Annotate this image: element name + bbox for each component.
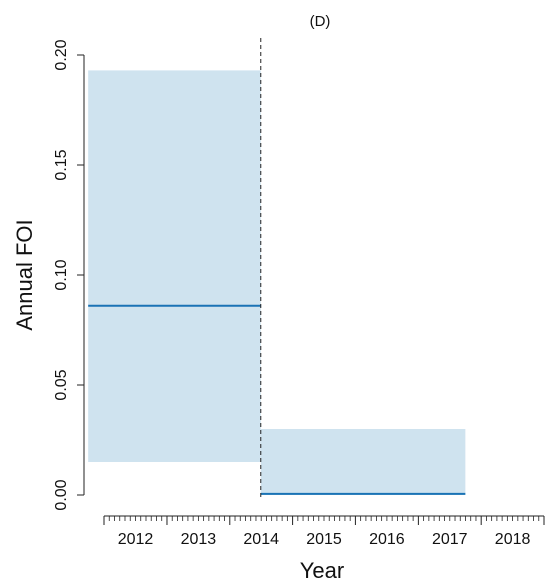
x-axis: 2012 2013 2014 2015 2016 2017 2018 bbox=[103, 515, 545, 548]
x-tick-label: 2018 bbox=[495, 531, 531, 548]
x-tick-label: 2015 bbox=[306, 531, 342, 548]
y-tick-label: 0.10 bbox=[53, 259, 70, 290]
y-tick-label: 0.15 bbox=[53, 149, 70, 180]
x-tick-label: 2013 bbox=[181, 531, 217, 548]
y-axis-label: Annual FOI bbox=[12, 219, 37, 330]
y-tick-label: 0.05 bbox=[53, 369, 70, 400]
x-tick-label: 2014 bbox=[243, 531, 279, 548]
ci-band-1 bbox=[88, 70, 261, 463]
y-tick-label: 0.20 bbox=[53, 39, 70, 70]
estimate-lines bbox=[88, 304, 466, 495]
panel-label: (D) bbox=[310, 13, 331, 30]
y-axis: 0.00 0.05 0.10 0.15 0.20 bbox=[53, 39, 85, 511]
y-tick-label: 0.00 bbox=[53, 479, 70, 510]
x-tick-label: 2017 bbox=[432, 531, 468, 548]
ci-bands bbox=[88, 70, 466, 495]
x-tick-label: 2016 bbox=[369, 531, 405, 548]
x-tick-label: 2012 bbox=[118, 531, 154, 548]
x-axis-label: Year bbox=[300, 558, 344, 583]
ci-band-2 bbox=[260, 429, 466, 495]
